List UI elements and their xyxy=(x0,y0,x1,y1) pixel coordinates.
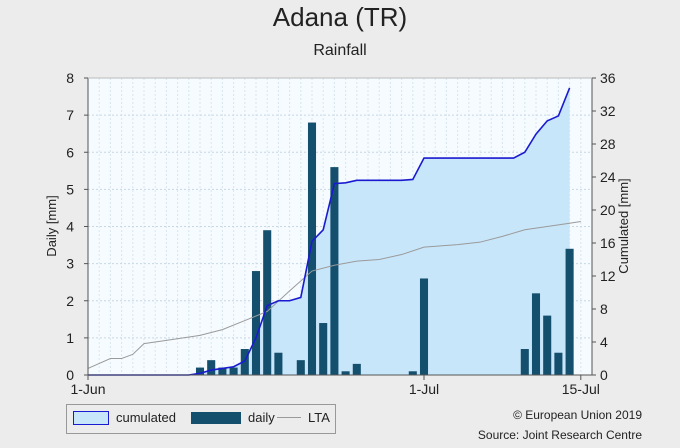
y-tick-label-right: 8 xyxy=(600,301,608,317)
y-tick-label-left: 6 xyxy=(66,144,74,160)
daily-bar xyxy=(240,349,249,375)
x-tick-label: 15-Jul xyxy=(562,381,600,397)
x-tick-label: 1-Jul xyxy=(409,381,439,397)
y-tick-label-left: 0 xyxy=(66,367,74,383)
daily-bar xyxy=(229,367,238,375)
daily-bar xyxy=(330,167,339,375)
daily-bar xyxy=(419,278,429,375)
daily-bar xyxy=(554,352,563,375)
daily-bar xyxy=(251,271,261,375)
y-tick-label-left: 1 xyxy=(66,330,74,346)
y-tick-label-right: 36 xyxy=(600,70,616,86)
legend-label-lta: LTA xyxy=(308,410,330,425)
daily-bar xyxy=(352,363,361,375)
x-tick-label: 1-Jun xyxy=(70,381,105,397)
source-text: Source: Joint Research Centre xyxy=(477,428,642,442)
legend-swatch-lta xyxy=(277,417,301,418)
daily-bar xyxy=(341,371,350,375)
y-tick-label-right: 24 xyxy=(600,169,616,185)
y-tick-label-right: 28 xyxy=(600,136,616,152)
y-tick-label-left: 3 xyxy=(66,256,74,272)
daily-bar xyxy=(195,367,205,375)
y-tick-label-left: 5 xyxy=(66,181,74,197)
daily-bar xyxy=(319,323,328,375)
legend-item-cumulated: cumulated xyxy=(73,410,176,425)
legend-swatch-cumulated xyxy=(73,410,109,425)
daily-bar xyxy=(408,371,417,375)
legend-label-daily: daily xyxy=(248,410,275,425)
y-tick-label-right: 32 xyxy=(600,103,616,119)
chart-subtitle: Rainfall xyxy=(313,42,367,59)
y-tick-label-right: 20 xyxy=(600,202,616,218)
chart-title: Adana (TR) xyxy=(272,2,408,32)
y-tick-label-left: 7 xyxy=(66,107,74,123)
legend-item-lta: LTA xyxy=(277,410,330,425)
y-axis-label-left: Daily [mm] xyxy=(44,195,59,256)
y-tick-label-left: 8 xyxy=(66,70,74,86)
legend-label-cumulated: cumulated xyxy=(116,410,176,425)
copyright-text: © European Union 2019 xyxy=(513,408,642,422)
cumulated-area xyxy=(88,87,570,376)
daily-bar xyxy=(218,367,227,375)
lta-line xyxy=(87,221,581,369)
daily-bar xyxy=(296,360,305,375)
cumulated-line xyxy=(88,87,571,376)
y-tick-label-right: 0 xyxy=(600,367,608,383)
daily-bar xyxy=(543,315,552,375)
y-tick-label-right: 12 xyxy=(600,268,616,284)
daily-bar xyxy=(263,230,272,375)
y-axis-label-right: Cumulated [mm] xyxy=(616,178,631,273)
y-tick-label-left: 2 xyxy=(66,293,74,309)
chart-legend: cumulated daily LTA xyxy=(66,404,336,434)
legend-swatch-daily xyxy=(191,411,241,424)
daily-bar xyxy=(520,349,529,375)
y-tick-label-right: 4 xyxy=(600,334,608,350)
y-tick-label-left: 4 xyxy=(66,219,74,235)
y-tick-label-right: 16 xyxy=(600,235,616,251)
daily-bar xyxy=(274,352,283,375)
daily-bar xyxy=(307,122,317,375)
daily-bar xyxy=(565,248,574,375)
daily-bar xyxy=(207,360,216,375)
legend-item-daily: daily xyxy=(191,410,275,425)
daily-bar xyxy=(531,293,541,375)
